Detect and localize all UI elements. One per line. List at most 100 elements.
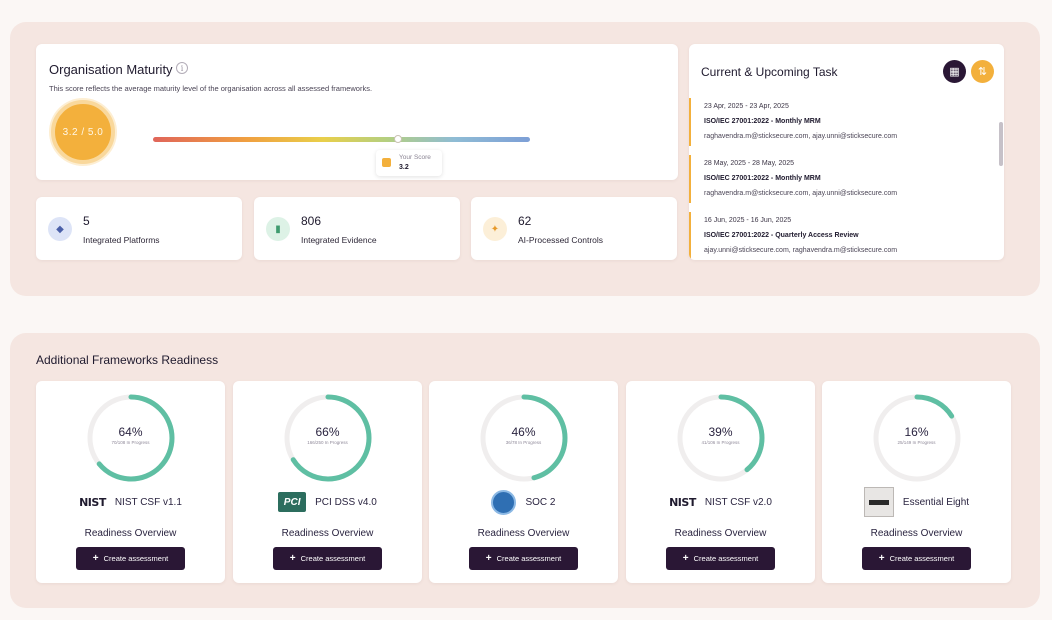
nist-logo: NIST [669, 495, 696, 509]
task-date: 23 Apr, 2025 - 23 Apr, 2025 [704, 103, 789, 110]
readiness-ring-arc [480, 394, 568, 482]
plus-icon: + [92, 553, 99, 564]
tasks-title: Current & Upcoming Task [701, 65, 838, 79]
framework-header: SOC 2 [429, 489, 618, 515]
readiness-progress-count: 25/149 In Progress [897, 440, 936, 445]
plus-icon: + [682, 553, 689, 564]
readiness-progress-count: 70/108 In Progress [111, 440, 150, 445]
task-assignees: ajay.unni@sticksecure.com, raghavendra.m… [704, 247, 898, 254]
readiness-percent: 46% [511, 425, 536, 439]
create-assessment-label: Create assessment [103, 554, 169, 563]
readiness-ring-arc [677, 394, 765, 482]
organisation-maturity-card: Organisation Maturity i This score refle… [36, 44, 678, 180]
task-assignees: raghavendra.m@sticksecure.com, ajay.unni… [704, 133, 898, 140]
plus-icon: + [485, 553, 492, 564]
readiness-percent: 66% [315, 425, 340, 439]
calendar-icon[interactable]: ▦ [943, 60, 966, 83]
your-score-value: 3.2 [399, 164, 409, 171]
stat-card-ai-processed-controls[interactable]: ✦ 62 AI-Processed Controls [471, 197, 677, 260]
info-icon[interactable]: i [176, 62, 188, 74]
readiness-ring-arc [284, 394, 372, 482]
readiness-ring [284, 394, 372, 482]
stat-card-integrated-evidence[interactable]: ▮ 806 Integrated Evidence [254, 197, 460, 260]
readiness-overview-label: Readiness Overview [870, 528, 963, 539]
readiness-overview-label: Readiness Overview [674, 528, 767, 539]
stat-label: Integrated Evidence [301, 235, 377, 245]
maturity-score-badge: 3.2 / 5.0 [51, 100, 115, 164]
readiness-ring-arc [873, 394, 961, 482]
framework-name: NIST CSF v1.1 [114, 496, 182, 508]
task-date: 28 May, 2025 - 28 May, 2025 [704, 160, 795, 167]
frameworks-panel: Additional Frameworks Readiness 64% 70/1… [10, 333, 1040, 608]
task-name: ISO/IEC 27001:2022 - Monthly MRM [704, 118, 821, 125]
pci-logo: PCI [278, 492, 307, 512]
create-assessment-label: Create assessment [496, 554, 562, 563]
task-item[interactable]: 16 Jun, 2025 - 16 Jun, 2025 ISO/IEC 2700… [689, 212, 994, 260]
create-assessment-label: Create assessment [300, 554, 366, 563]
maturity-scale-bar [153, 137, 530, 142]
readiness-ring [480, 394, 568, 482]
overview-panel: Organisation Maturity i This score refle… [10, 22, 1040, 296]
maturity-subtitle: This score reflects the average maturity… [49, 84, 373, 93]
framework-name: NIST CSF v2.0 [704, 496, 772, 508]
your-score-label: Your Score [399, 154, 431, 161]
create-assessment-button[interactable]: + Create assessment [273, 547, 382, 570]
score-icon [382, 158, 391, 167]
readiness-percent: 64% [118, 425, 143, 439]
readiness-percent: 39% [708, 425, 733, 439]
create-assessment-button[interactable]: + Create assessment [76, 547, 185, 570]
framework-name: PCI DSS v4.0 [315, 496, 377, 508]
task-name: ISO/IEC 27001:2022 - Monthly MRM [704, 175, 821, 182]
maturity-score-label: 3.2 / 5.0 [62, 126, 104, 138]
sparkle-icon: ✦ [483, 217, 507, 241]
create-assessment-label: Create assessment [693, 554, 759, 563]
maturity-scale-marker [394, 135, 402, 143]
readiness-overview-label: Readiness Overview [477, 528, 570, 539]
essential-eight-logo [863, 487, 894, 517]
framework-name: SOC 2 [525, 496, 556, 508]
file-icon: ▮ [266, 217, 290, 241]
create-assessment-button[interactable]: + Create assessment [862, 547, 971, 570]
framework-name: Essential Eight [902, 496, 970, 508]
maturity-title: Organisation Maturity [49, 62, 173, 77]
stat-value: 806 [301, 214, 322, 228]
your-score-tooltip: Your Score 3.2 [376, 150, 442, 176]
framework-card-essential-eight: 16% 25/149 In Progress Essential Eight R… [822, 381, 1011, 583]
framework-header: Essential Eight [822, 487, 1011, 517]
stat-card-integrated-platforms[interactable]: ◆ 5 Integrated Platforms [36, 197, 242, 260]
stat-label: AI-Processed Controls [518, 235, 604, 245]
create-assessment-label: Create assessment [889, 554, 955, 563]
task-date: 16 Jun, 2025 - 16 Jun, 2025 [704, 217, 792, 224]
layers-icon: ◆ [48, 217, 72, 241]
framework-card-soc-2: 46% 36/78 In Progress SOC 2 Readiness Ov… [429, 381, 618, 583]
plus-icon: + [878, 553, 885, 564]
stat-value: 5 [83, 214, 90, 228]
task-assignees: raghavendra.m@sticksecure.com, ajay.unni… [704, 190, 898, 197]
readiness-percent: 16% [904, 425, 929, 439]
framework-header: PCI PCI DSS v4.0 [233, 489, 422, 515]
task-name: ISO/IEC 27001:2022 - Quarterly Access Re… [704, 232, 859, 239]
create-assessment-button[interactable]: + Create assessment [469, 547, 578, 570]
framework-card-nist-csf-v1: 64% 70/108 In Progress NIST NIST CSF v1.… [36, 381, 225, 583]
filter-icon[interactable]: ⇅ [971, 60, 994, 83]
readiness-ring [677, 394, 765, 482]
framework-card-nist-csf-v2: 39% 41/106 In Progress NIST NIST CSF v2.… [626, 381, 815, 583]
stat-label: Integrated Platforms [83, 235, 160, 245]
framework-card-pci-dss: 66% 166/250 In Progress PCI PCI DSS v4.0… [233, 381, 422, 583]
task-item[interactable]: 23 Apr, 2025 - 23 Apr, 2025 ISO/IEC 2700… [689, 98, 994, 146]
readiness-overview-label: Readiness Overview [281, 528, 374, 539]
readiness-overview-label: Readiness Overview [84, 528, 177, 539]
task-item[interactable]: 28 May, 2025 - 28 May, 2025 ISO/IEC 2700… [689, 155, 994, 203]
readiness-ring [87, 394, 175, 482]
create-assessment-button[interactable]: + Create assessment [666, 547, 775, 570]
soc-logo [491, 489, 517, 515]
readiness-progress-count: 41/106 In Progress [701, 440, 740, 445]
framework-header: NIST NIST CSF v2.0 [626, 489, 815, 515]
plus-icon: + [289, 553, 296, 564]
tasks-card: Current & Upcoming Task ▦ ⇅ 23 Apr, 2025… [689, 44, 1004, 260]
tasks-scrollbar[interactable] [999, 122, 1003, 166]
readiness-ring [873, 394, 961, 482]
readiness-ring-arc [87, 394, 175, 482]
readiness-progress-count: 166/250 In Progress [307, 440, 348, 445]
stat-value: 62 [518, 214, 532, 228]
